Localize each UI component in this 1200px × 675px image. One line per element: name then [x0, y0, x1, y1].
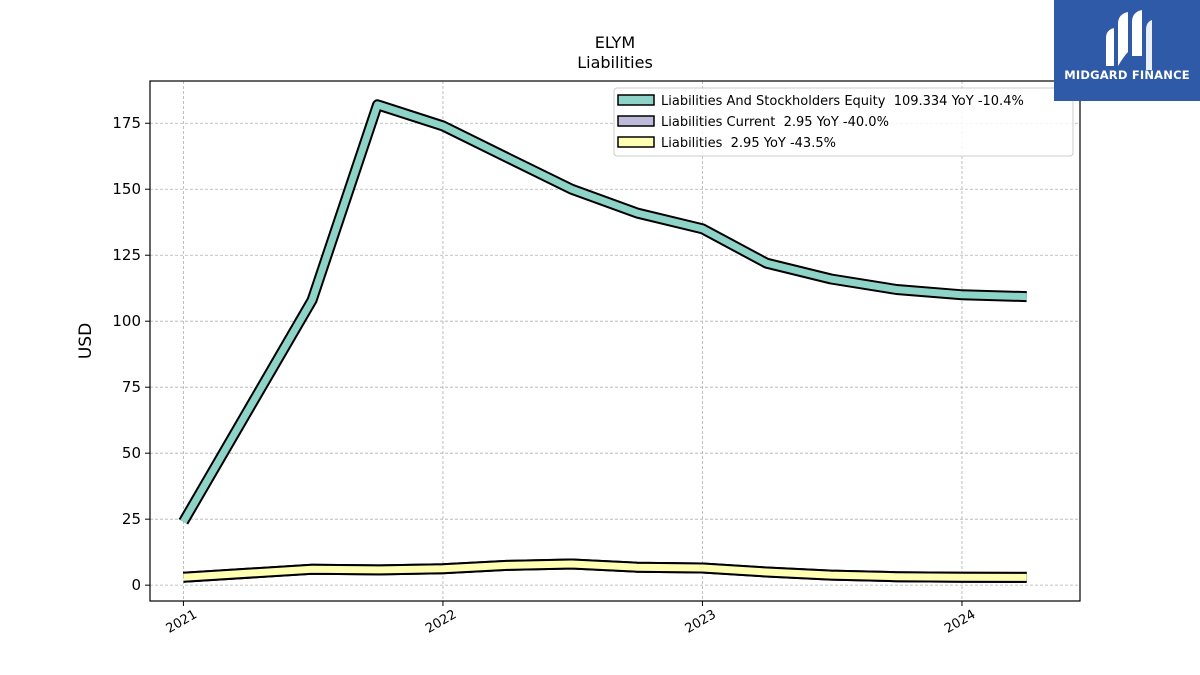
series-outline — [178, 99, 1027, 525]
y-tick-label: 0 — [131, 576, 141, 594]
legend-swatch-equity — [617, 94, 655, 106]
y-tick-label: 125 — [112, 246, 141, 264]
chart-subtitle: Liabilities — [577, 53, 653, 72]
y-tick-label: 75 — [122, 378, 141, 396]
y-tick-label: 175 — [112, 114, 141, 132]
legend-label-liabilities: Liabilities 2.95 YoY -43.5% — [661, 136, 836, 151]
legend-swatch-current — [617, 115, 655, 127]
plot-frame — [149, 80, 1081, 602]
y-tick-label: 50 — [122, 444, 141, 462]
legend-label-equity: Liabilities And Stockholders Equity 109.… — [661, 94, 1024, 109]
midgard-logo-icon — [1106, 10, 1152, 70]
legend: Liabilities And Stockholders Equity 109.… — [613, 87, 1074, 157]
x-axis: 2021 2022 2023 2024 — [164, 601, 978, 637]
x-tick-label: 2022 — [423, 607, 459, 637]
y-tick-label: 100 — [112, 312, 141, 330]
y-tick-label: 150 — [112, 180, 141, 198]
brand-logo: MIDGARD FINANCE — [1054, 0, 1200, 101]
x-tick-label: 2021 — [164, 607, 200, 637]
chart-title: ELYM — [595, 33, 635, 52]
legend-box — [613, 87, 1074, 157]
series-line — [180, 101, 1027, 524]
x-tick-label: 2023 — [683, 607, 719, 637]
y-tick-label: 25 — [122, 510, 141, 528]
legend-swatch-liabilities — [617, 136, 655, 148]
y-axis: 0 25 50 75 100 125 150 175 — [112, 114, 150, 594]
series-group — [178, 99, 1027, 583]
grid — [150, 81, 1080, 601]
brand-name: MIDGARD FINANCE — [1064, 68, 1190, 82]
legend-label-current: Liabilities Current 2.95 YoY -40.0% — [661, 115, 889, 130]
series-line — [183, 560, 1027, 581]
y-axis-label: USD — [76, 323, 96, 359]
x-tick-label: 2024 — [942, 607, 978, 637]
